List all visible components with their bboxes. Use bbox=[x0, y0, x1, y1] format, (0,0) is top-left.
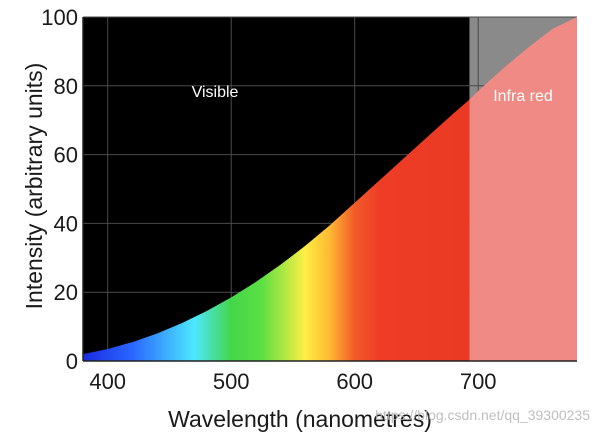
visible-region-label: Visible bbox=[192, 84, 239, 101]
y-tick-label: 0 bbox=[66, 349, 78, 374]
y-tick-label: 20 bbox=[54, 280, 78, 305]
y-tick-labels: 0 20 40 60 80 100 bbox=[41, 5, 78, 374]
y-tick-label: 40 bbox=[54, 211, 78, 236]
x-tick-labels: 400 500 600 700 bbox=[89, 369, 496, 394]
y-tick-label: 80 bbox=[54, 74, 78, 99]
visible-spectrum-area bbox=[83, 99, 470, 361]
infrared-region-label: Infra red bbox=[493, 88, 553, 105]
y-tick-label: 60 bbox=[54, 143, 78, 168]
x-tick-label: 700 bbox=[460, 369, 497, 394]
x-tick-label: 500 bbox=[213, 369, 250, 394]
infrared-spectrum-area bbox=[469, 17, 577, 361]
y-axis-title: Intensity (arbitrary units) bbox=[21, 63, 47, 310]
watermark-text: https://blog.csdn.net/qq_39300235 bbox=[375, 407, 590, 423]
x-tick-label: 600 bbox=[336, 369, 373, 394]
x-tick-label: 400 bbox=[89, 369, 126, 394]
y-tick-label: 100 bbox=[41, 5, 78, 30]
x-axis-title: Wavelength (nanometres) bbox=[168, 406, 432, 432]
